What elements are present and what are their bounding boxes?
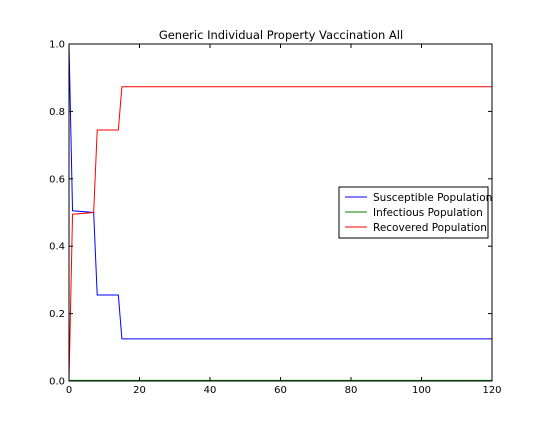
chart-title: Generic Individual Property Vaccination … [159, 28, 403, 42]
series-line-2 [68, 86, 492, 382]
legend-label-0: Susceptible Population [373, 192, 492, 204]
legend: Susceptible Population Infectious Populat… [338, 186, 492, 239]
y-tick-label-4: 0.8 [49, 107, 65, 118]
x-tick-label-4: 80 [345, 385, 358, 396]
x-tick-label-0: 0 [66, 385, 72, 396]
x-tick-label-5: 100 [412, 385, 431, 396]
x-tick-label-2: 40 [204, 385, 217, 396]
y-tick-label-5: 1.0 [49, 40, 65, 51]
legend-label-1: Infectious Population [373, 207, 483, 219]
x-tick-label-3: 60 [274, 385, 287, 396]
y-tick-label-0: 0.0 [49, 377, 65, 388]
axis-ticks: 0 20 40 60 80 100 120 0.0 0.2 0.4 0.6 0.8 1.0 [49, 40, 501, 397]
legend-label-2: Recovered Population [373, 222, 487, 234]
x-tick-label-1: 20 [133, 385, 146, 396]
y-tick-label-2: 0.4 [49, 242, 65, 253]
x-tick-label-6: 120 [482, 385, 501, 396]
plot-area [68, 43, 492, 382]
series-line-0 [68, 43, 492, 340]
y-tick-label-3: 0.6 [49, 174, 65, 185]
y-tick-label-1: 0.2 [49, 309, 65, 320]
